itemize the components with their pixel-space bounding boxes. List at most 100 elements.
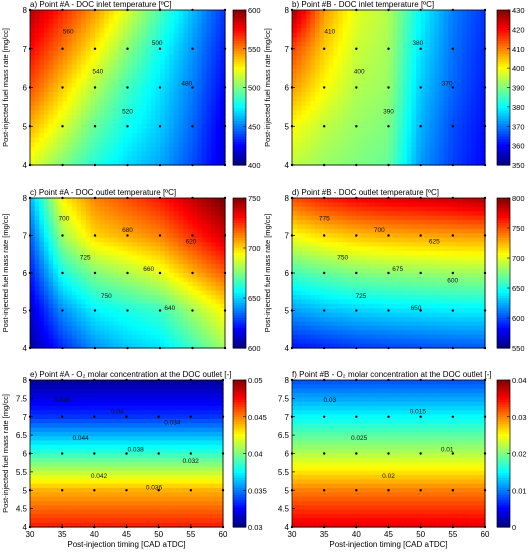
heatmap-cell <box>86 151 91 156</box>
heatmap-cell <box>211 299 216 304</box>
heatmap-cell <box>333 151 338 156</box>
heatmap-cell <box>86 238 91 243</box>
contour-label: 560 <box>63 28 74 35</box>
heatmap-cell <box>338 56 343 61</box>
heatmap-cell <box>95 37 100 42</box>
heatmap-cell <box>402 15 407 20</box>
heatmap-cell <box>301 211 306 216</box>
heatmap-cell <box>44 264 49 269</box>
y-tick-label: 4 <box>23 161 28 170</box>
heatmap-cell <box>132 251 137 256</box>
heatmap-cell <box>366 147 371 152</box>
heatmap-cell <box>193 28 198 33</box>
heatmap-cell <box>53 119 58 124</box>
heatmap-cell <box>174 42 179 47</box>
heatmap-cell <box>183 147 188 152</box>
heatmap-cell <box>114 238 119 243</box>
heatmap-cell <box>310 142 315 147</box>
heatmap-cell <box>476 133 481 138</box>
heatmap-cell <box>100 247 105 252</box>
heatmap-cell <box>425 88 430 93</box>
heatmap-cell <box>35 233 40 238</box>
heatmap-cell <box>457 147 462 152</box>
heatmap-cell <box>467 15 472 20</box>
heatmap-cell <box>216 198 221 203</box>
heatmap-cell <box>90 260 95 265</box>
heatmap-cell <box>95 286 100 291</box>
heatmap-cell <box>216 317 221 322</box>
heatmap-cell <box>211 251 216 256</box>
heatmap-cell <box>179 119 184 124</box>
heatmap-cell <box>81 211 86 216</box>
heatmap-cell <box>118 151 123 156</box>
heatmap-cell <box>165 46 170 51</box>
heatmap-cell <box>457 78 462 83</box>
heatmap-cell <box>155 211 160 216</box>
heatmap-cell <box>151 97 156 102</box>
heatmap-cell <box>197 33 202 38</box>
heatmap-cell <box>471 151 476 156</box>
heatmap-cell <box>53 115 58 120</box>
heatmap-cell <box>301 37 306 42</box>
heatmap-cell <box>179 110 184 115</box>
heatmap-cell <box>292 138 297 143</box>
heatmap-cell <box>72 56 77 61</box>
heatmap-cell <box>467 37 472 42</box>
heatmap-cell <box>58 69 63 74</box>
heatmap-cell <box>95 202 100 207</box>
heatmap-cell <box>67 97 72 102</box>
contour-label: 480 <box>181 80 192 87</box>
heatmap-cell <box>202 326 207 331</box>
heatmap-cell <box>109 124 114 129</box>
heatmap-cell <box>206 317 211 322</box>
heatmap-cell <box>44 65 49 70</box>
heatmap-cell <box>151 242 156 247</box>
heatmap-cell <box>366 138 371 143</box>
heatmap-cell <box>44 156 49 161</box>
heatmap-cell <box>306 65 311 70</box>
heatmap-cell <box>375 142 380 147</box>
heatmap-cell <box>193 15 198 20</box>
colorbar-tick-label: 390 <box>512 84 525 93</box>
heatmap-cell <box>169 202 174 207</box>
heatmap-cell <box>67 260 72 265</box>
heatmap-cell <box>375 156 380 161</box>
heatmap-cell <box>100 83 105 88</box>
heatmap-cell <box>407 138 412 143</box>
heatmap-cell <box>333 69 338 74</box>
heatmap-cell <box>402 97 407 102</box>
heatmap-cell <box>114 335 119 340</box>
heatmap-cell <box>384 119 389 124</box>
heatmap-cell <box>90 56 95 61</box>
measurement-point <box>61 86 63 88</box>
heatmap-cell <box>128 37 133 42</box>
heatmap-cell <box>118 216 123 221</box>
heatmap-cell <box>370 88 375 93</box>
heatmap-cell <box>137 269 142 274</box>
heatmap-cell <box>216 233 221 238</box>
heatmap-cell <box>467 119 472 124</box>
heatmap-cell <box>402 115 407 120</box>
heatmap-cell <box>471 92 476 97</box>
heatmap-cell <box>53 83 58 88</box>
heatmap-cell <box>402 51 407 56</box>
heatmap-cell <box>81 233 86 238</box>
heatmap-cell <box>39 74 44 79</box>
heatmap-cell <box>165 65 170 70</box>
heatmap-cell <box>352 147 357 152</box>
heatmap-cell <box>137 37 142 42</box>
heatmap-cell <box>425 142 430 147</box>
heatmap-cell <box>476 10 481 15</box>
heatmap-cell <box>53 286 58 291</box>
heatmap-cell <box>151 277 156 282</box>
heatmap-cell <box>384 147 389 152</box>
heatmap-cell <box>76 97 81 102</box>
heatmap-cell <box>462 69 467 74</box>
heatmap-cell <box>393 60 398 65</box>
heatmap-cell <box>338 207 343 212</box>
heatmap-cell <box>90 207 95 212</box>
heatmap-cell <box>76 295 81 300</box>
heatmap-cell <box>375 37 380 42</box>
heatmap-cell <box>301 28 306 33</box>
heatmap-cell <box>324 101 329 106</box>
